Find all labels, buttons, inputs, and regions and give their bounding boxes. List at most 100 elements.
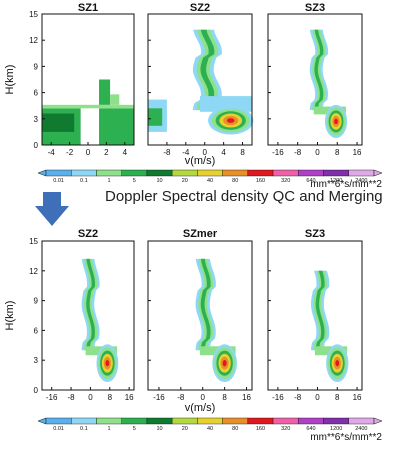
qc-merging-annotation: Doppler Spectral density QC and Merging bbox=[105, 188, 383, 205]
y-axis-label: H(km) bbox=[4, 301, 16, 331]
colorbar-tick-label: 20 bbox=[182, 178, 188, 184]
column-layer-1 bbox=[313, 270, 327, 351]
panel-frame bbox=[267, 13, 363, 146]
colorbar-unit: mm**6*s/mm**2 bbox=[310, 179, 382, 190]
colorbar-tick-label: 10 bbox=[156, 426, 162, 432]
upper-column-edge bbox=[110, 94, 120, 105]
x-tick-label: 0 bbox=[203, 148, 208, 157]
colorbar-swatch bbox=[298, 417, 324, 425]
x-tick-label: -8 bbox=[294, 148, 302, 157]
colorbar-swatch bbox=[348, 169, 375, 177]
y-tick-label: 9 bbox=[34, 62, 39, 71]
melting-layer bbox=[42, 104, 134, 109]
colorbar-swatch bbox=[197, 169, 223, 177]
x-tick-label: 0 bbox=[201, 393, 206, 402]
aliased-core bbox=[148, 108, 163, 126]
colorbar-swatch bbox=[96, 169, 122, 177]
panel-frame bbox=[41, 240, 135, 391]
x-tick-label: -16 bbox=[153, 393, 165, 402]
density-field bbox=[309, 29, 348, 139]
x-tick-label: 2 bbox=[104, 148, 109, 157]
colorbar-tick-label: 1 bbox=[108, 178, 111, 184]
colorbar-tick-label: 320 bbox=[281, 426, 290, 432]
column-layer-2 bbox=[86, 258, 96, 351]
x-tick-label: 16 bbox=[242, 393, 251, 402]
colorbar-tick-label: 1 bbox=[108, 426, 111, 432]
colorbar-swatch bbox=[45, 169, 72, 177]
colorbar-tick-label: 10 bbox=[156, 178, 162, 184]
density-field bbox=[310, 270, 349, 383]
colorbar: 0.01 0.1 1 5 10 20 40 80 160 320 640 1200 2400mm**6*… bbox=[37, 169, 383, 190]
y-tick-label: 9 bbox=[34, 297, 39, 306]
colorbar-tick-label: 160 bbox=[256, 426, 265, 432]
colorbar-tick-label: 0.1 bbox=[80, 178, 88, 184]
upper-column bbox=[99, 79, 111, 105]
x-tick-label: -16 bbox=[46, 393, 58, 402]
panel-frame bbox=[267, 240, 363, 391]
colorbar-max-arrow bbox=[373, 417, 383, 425]
colorbar-max-arrow bbox=[373, 169, 383, 177]
column-layer-2 bbox=[200, 29, 215, 111]
panel-title: SZ3 bbox=[305, 228, 325, 240]
x-tick-label: -16 bbox=[272, 393, 284, 402]
x-tick-label: 0 bbox=[315, 148, 320, 157]
column-layer-2 bbox=[315, 270, 325, 351]
y-tick-label: 3 bbox=[34, 115, 39, 124]
colorbar-swatch bbox=[348, 417, 375, 425]
colorbar-tick-label: 1200 bbox=[330, 426, 342, 432]
rain-core-5 bbox=[334, 118, 338, 125]
colorbar-min-arrow bbox=[37, 417, 47, 425]
y-tick-label: 12 bbox=[29, 267, 38, 276]
colorbar-tick-label: 0.01 bbox=[53, 178, 64, 184]
column-layer-2 bbox=[314, 29, 324, 111]
panel-after-1: SZmer -16 -8 0 8 16 bbox=[147, 228, 253, 402]
colorbar-tick-label: 80 bbox=[232, 178, 238, 184]
colorbar-swatch bbox=[272, 417, 299, 425]
rain-core-5 bbox=[105, 360, 110, 367]
x-tick-label: 16 bbox=[125, 393, 134, 402]
colorbar-tick-label: 40 bbox=[207, 178, 213, 184]
colorbar-unit: mm**6*s/mm**2 bbox=[310, 432, 382, 443]
panel-title: SZ3 bbox=[305, 2, 325, 14]
colorbar-swatch bbox=[45, 417, 72, 425]
panel-title: SZ2 bbox=[78, 228, 98, 240]
x-tick-label: 0 bbox=[86, 148, 91, 157]
x-tick-label: 8 bbox=[335, 148, 340, 157]
panel-frame bbox=[147, 240, 253, 391]
colorbar-tick-label: 5 bbox=[133, 426, 136, 432]
colorbar-swatch bbox=[71, 169, 97, 177]
y-tick-label: 12 bbox=[29, 36, 38, 45]
panel-before-1: SZ2 -8 -4 0 4 8 bbox=[147, 2, 254, 157]
colorbar-tick-label: 320 bbox=[281, 178, 290, 184]
x-tick-label: -8 bbox=[294, 393, 302, 402]
x-tick-label: 0 bbox=[88, 393, 93, 402]
colorbar-swatch bbox=[146, 169, 173, 177]
x-tick-label: -16 bbox=[272, 148, 284, 157]
panel-before-2: SZ3 -16 -8 0 8 16 bbox=[267, 2, 363, 157]
y-axis-label: H(km) bbox=[4, 65, 16, 95]
colorbar-tick-label: 0.01 bbox=[53, 426, 64, 432]
y-tick-label: 0 bbox=[34, 386, 39, 395]
density-field bbox=[42, 79, 134, 145]
colorbar-swatch bbox=[298, 169, 324, 177]
rain-core-5 bbox=[226, 118, 235, 123]
x-tick-label: -4 bbox=[182, 148, 190, 157]
colorbar-tick-label: 5 bbox=[133, 178, 136, 184]
y-tick-label: 0 bbox=[34, 141, 39, 150]
y-tick-label: 6 bbox=[34, 326, 39, 335]
x-axis-label: v(m/s) bbox=[185, 155, 216, 167]
x-tick-label: 4 bbox=[123, 148, 128, 157]
colorbar-swatch bbox=[222, 417, 249, 425]
colorbar-min-arrow bbox=[37, 169, 47, 177]
colorbar-swatch bbox=[323, 169, 349, 177]
colorbar-swatch bbox=[197, 417, 223, 425]
colorbar-swatch bbox=[247, 417, 274, 425]
colorbar-tick-label: 40 bbox=[207, 426, 213, 432]
x-tick-label: 8 bbox=[335, 393, 340, 402]
colorbar-swatch bbox=[121, 417, 148, 425]
panel-title: SZ1 bbox=[78, 2, 98, 14]
column-layer-2 bbox=[200, 258, 211, 351]
colorbar-tick-label: 20 bbox=[182, 426, 188, 432]
panel-before-0: SZ1 -4 -2 0 2 4 0 3 6 9 12 15 bbox=[29, 2, 135, 157]
